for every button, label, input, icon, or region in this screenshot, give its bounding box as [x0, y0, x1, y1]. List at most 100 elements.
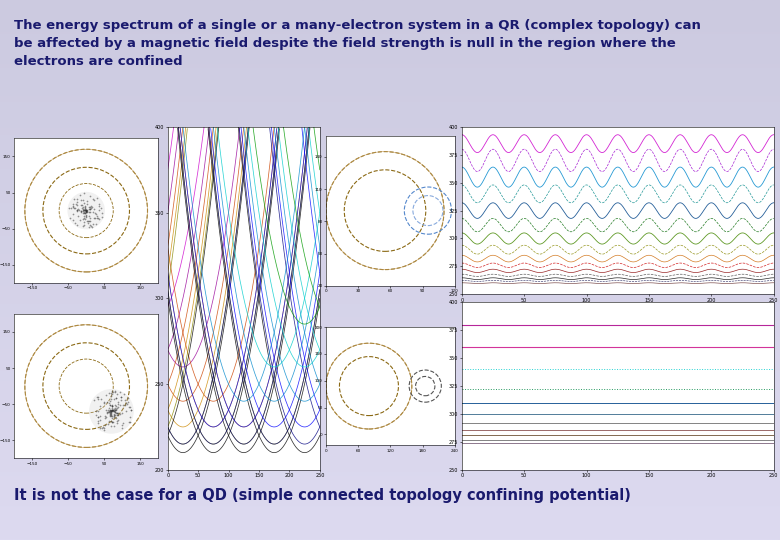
Point: [76, 204, 88, 213]
Point: [105, 406, 118, 415]
Point: [102, 420, 115, 429]
Point: [106, 417, 119, 426]
Point: [108, 388, 121, 396]
Point: [115, 393, 127, 402]
Point: [90, 393, 103, 401]
Point: [83, 207, 96, 216]
Point: [98, 423, 110, 432]
Text: It is not the case for a QD (simple connected topology confining potential): It is not the case for a QD (simple conn…: [14, 488, 631, 503]
Point: [120, 407, 133, 416]
Point: [104, 406, 116, 414]
Point: [98, 414, 111, 422]
Point: [78, 205, 90, 214]
Point: [109, 406, 122, 415]
Point: [120, 399, 133, 408]
Point: [89, 214, 101, 222]
Point: [108, 395, 120, 404]
Point: [67, 199, 80, 208]
Point: [87, 194, 99, 203]
Point: [105, 410, 117, 418]
Point: [80, 206, 92, 215]
Point: [84, 205, 97, 213]
Point: [87, 214, 100, 222]
Point: [67, 216, 80, 225]
Point: [102, 406, 115, 415]
Point: [117, 419, 129, 428]
Point: [105, 401, 117, 410]
Point: [105, 407, 118, 415]
Point: [93, 200, 105, 208]
Point: [78, 209, 90, 218]
Point: [62, 204, 75, 212]
Point: [105, 411, 118, 420]
Circle shape: [89, 389, 134, 434]
Point: [106, 417, 119, 426]
Point: [112, 408, 125, 417]
Point: [108, 407, 121, 416]
Point: [81, 208, 94, 217]
Point: [112, 411, 124, 420]
Point: [70, 200, 83, 209]
Point: [124, 403, 136, 411]
Point: [99, 412, 112, 421]
Point: [105, 407, 118, 416]
Point: [72, 205, 84, 213]
Point: [105, 422, 117, 430]
Point: [92, 406, 105, 415]
Point: [122, 398, 134, 407]
Point: [79, 208, 91, 217]
Point: [80, 206, 92, 214]
Point: [108, 404, 120, 413]
Point: [104, 406, 116, 415]
Point: [73, 205, 85, 214]
Point: [108, 404, 121, 413]
Point: [69, 204, 81, 212]
Point: [108, 406, 121, 414]
Point: [77, 208, 90, 217]
Point: [116, 421, 129, 429]
Point: [80, 200, 93, 208]
Point: [119, 401, 132, 410]
Point: [92, 206, 105, 214]
Point: [94, 204, 107, 213]
Point: [85, 221, 98, 230]
Point: [74, 216, 87, 225]
Point: [80, 206, 93, 214]
Point: [103, 399, 115, 408]
Point: [101, 413, 113, 421]
Point: [90, 220, 102, 228]
Point: [94, 412, 106, 421]
Point: [98, 397, 110, 406]
Point: [99, 391, 112, 400]
Point: [101, 398, 113, 407]
Point: [99, 406, 112, 414]
Point: [79, 204, 91, 212]
Point: [108, 407, 121, 415]
Point: [80, 206, 93, 214]
Point: [111, 409, 123, 417]
Point: [117, 401, 129, 409]
Point: [112, 398, 125, 407]
Point: [103, 417, 115, 426]
Point: [76, 207, 89, 215]
Point: [83, 203, 96, 212]
Point: [79, 202, 91, 211]
Point: [103, 407, 115, 415]
Point: [125, 406, 137, 414]
Point: [121, 400, 133, 408]
Point: [77, 203, 90, 212]
Point: [114, 401, 126, 409]
Point: [123, 403, 136, 411]
Point: [92, 413, 105, 422]
Point: [108, 411, 120, 420]
Point: [91, 213, 104, 222]
Point: [86, 223, 98, 232]
Point: [111, 403, 123, 412]
Point: [111, 410, 123, 419]
Point: [105, 406, 118, 415]
Point: [112, 402, 124, 411]
Point: [91, 416, 104, 425]
Point: [110, 414, 122, 422]
Point: [80, 206, 92, 215]
Point: [77, 215, 90, 224]
